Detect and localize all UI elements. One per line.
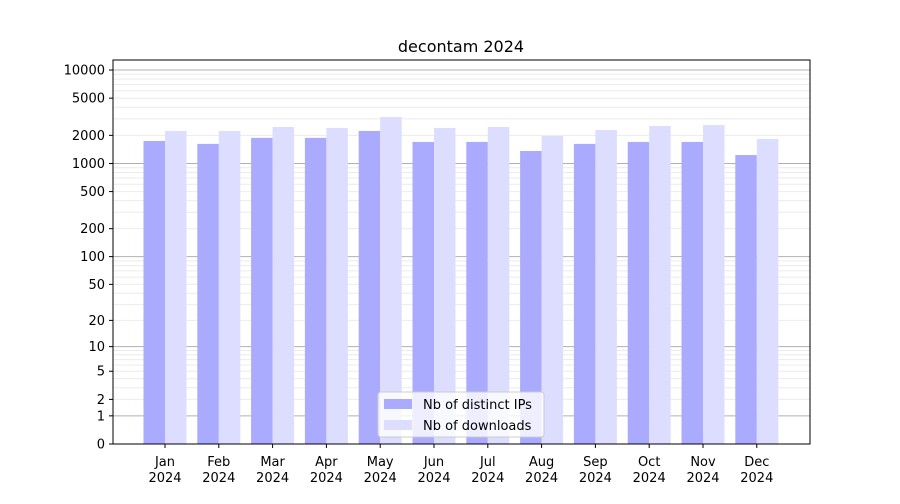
- bar-downloads: [487, 126, 510, 444]
- y-tick-label: 2000: [72, 129, 105, 144]
- bar-distinct-ips: [304, 137, 327, 445]
- x-tick-label: Nov 2024: [686, 455, 719, 486]
- x-tick-label: Oct 2024: [633, 455, 666, 486]
- bar-downloads: [434, 127, 456, 444]
- legend-label: Nb of downloads: [423, 419, 532, 434]
- bar-distinct-ips: [573, 143, 596, 445]
- x-tick-label: Jan 2024: [148, 455, 181, 486]
- x-tick-label: Jun 2024: [417, 455, 450, 486]
- chart-title: decontam 2024: [398, 37, 524, 56]
- y-tick-label: 2: [97, 393, 105, 408]
- legend-box: [377, 391, 545, 438]
- bar-downloads: [272, 126, 295, 444]
- bar-distinct-ips: [681, 141, 703, 444]
- bar-downloads: [756, 138, 779, 444]
- bar-distinct-ips: [197, 143, 219, 445]
- y-tick-label: 50: [88, 278, 105, 293]
- y-tick-label: 0: [97, 438, 105, 453]
- bar-downloads: [703, 125, 725, 444]
- bar-downloads: [649, 125, 671, 444]
- bar-downloads: [165, 130, 187, 444]
- bar-distinct-ips: [358, 130, 381, 444]
- legend: Nb of distinct IPs Nb of downloads: [377, 391, 545, 438]
- y-tick-label: 10000: [64, 64, 105, 79]
- x-tick-label: Mar 2024: [256, 455, 289, 486]
- x-tick-label: Jul 2024: [471, 455, 504, 486]
- y-tick-label: 100: [80, 250, 105, 265]
- x-tick-label: Feb 2024: [202, 455, 235, 486]
- y-tick-label: 1000: [72, 157, 105, 172]
- bar-downloads: [218, 130, 241, 444]
- y-tick-label: 1: [97, 409, 105, 424]
- bar-downloads: [380, 117, 402, 444]
- bar-distinct-ips: [627, 141, 650, 444]
- plot-frame: [112, 59, 811, 445]
- bar-downloads: [326, 127, 348, 444]
- y-tick-label: 10: [88, 340, 105, 355]
- bar-distinct-ips: [412, 141, 434, 444]
- x-tick-label: Sep 2024: [579, 455, 612, 486]
- bar-downloads: [595, 130, 617, 445]
- bar-distinct-ips: [143, 141, 165, 444]
- x-tick-label: May 2024: [364, 455, 397, 486]
- y-tick-label: 200: [80, 222, 105, 237]
- bar-distinct-ips: [251, 137, 273, 445]
- bar-downloads: [541, 135, 564, 445]
- bar-distinct-ips: [520, 151, 542, 444]
- y-tick-label: 5: [97, 365, 105, 380]
- bar-distinct-ips: [735, 155, 757, 444]
- y-tick-label: 500: [80, 185, 105, 200]
- legend-swatch: [384, 420, 412, 430]
- legend-label: Nb of distinct IPs: [423, 398, 532, 413]
- x-tick-label: Dec 2024: [740, 455, 773, 486]
- bar-distinct-ips: [466, 141, 488, 444]
- x-tick-label: Aug 2024: [525, 455, 558, 486]
- y-tick-label: 20: [88, 314, 105, 329]
- y-tick-label: 5000: [72, 92, 105, 107]
- x-tick-label: Apr 2024: [310, 455, 343, 486]
- legend-swatch: [384, 399, 412, 409]
